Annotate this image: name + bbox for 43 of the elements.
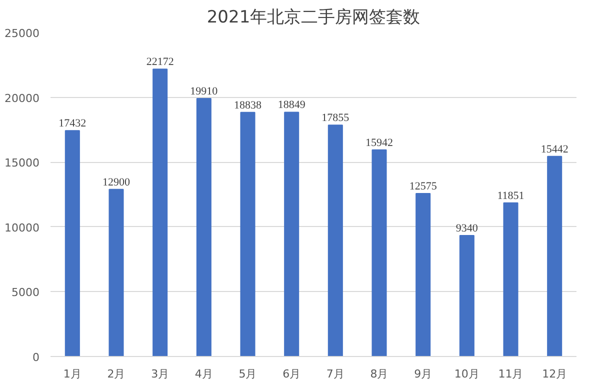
- bar: [328, 124, 343, 356]
- y-tick-label: 20000: [4, 92, 40, 105]
- bar: [372, 149, 387, 356]
- data-label: 9340: [456, 222, 478, 234]
- data-label: 17855: [322, 112, 350, 124]
- bar: [503, 202, 518, 356]
- data-label: 17432: [58, 118, 86, 130]
- x-tick-label: 3月: [151, 368, 170, 380]
- bar: [240, 112, 256, 356]
- bar: [416, 193, 431, 356]
- data-label: 15942: [366, 136, 393, 149]
- y-tick-label: 15000: [4, 156, 40, 170]
- x-tick-label: 11月: [498, 368, 524, 380]
- bar: [196, 98, 212, 356]
- data-label: 15442: [540, 143, 568, 156]
- bar: [108, 188, 124, 356]
- bar: [152, 68, 168, 356]
- chart-title: 2021年北京二手房网签套数: [206, 8, 420, 28]
- x-tick-label: 1月: [63, 368, 82, 380]
- data-label: 19910: [190, 85, 218, 98]
- bar: [547, 156, 562, 356]
- data-label: 12575: [409, 180, 438, 193]
- y-tick-label: 10000: [4, 221, 40, 234]
- data-label: 18838: [234, 99, 262, 112]
- x-tick-label: 7月: [326, 368, 344, 380]
- y-tick-label: 25000: [4, 27, 40, 40]
- x-tick-label: 8月: [370, 368, 388, 380]
- y-tick-label: 5000: [12, 286, 40, 300]
- x-tick-label: 6月: [282, 368, 301, 380]
- bar: [64, 130, 80, 356]
- bar: [459, 234, 474, 356]
- bar: [284, 112, 300, 356]
- x-tick-label: 4月: [194, 368, 213, 380]
- x-tick-label: 2月: [107, 368, 126, 380]
- data-label: 11851: [497, 190, 524, 202]
- data-label: 12900: [102, 176, 130, 188]
- x-tick-label: 5月: [238, 368, 257, 380]
- x-tick-label: 10月: [454, 368, 480, 380]
- y-tick-label: 0: [32, 351, 40, 364]
- data-label: 22172: [146, 56, 174, 68]
- data-label: 18849: [278, 99, 306, 112]
- x-tick-label: 12月: [542, 368, 568, 380]
- x-tick-label: 9月: [414, 368, 432, 380]
